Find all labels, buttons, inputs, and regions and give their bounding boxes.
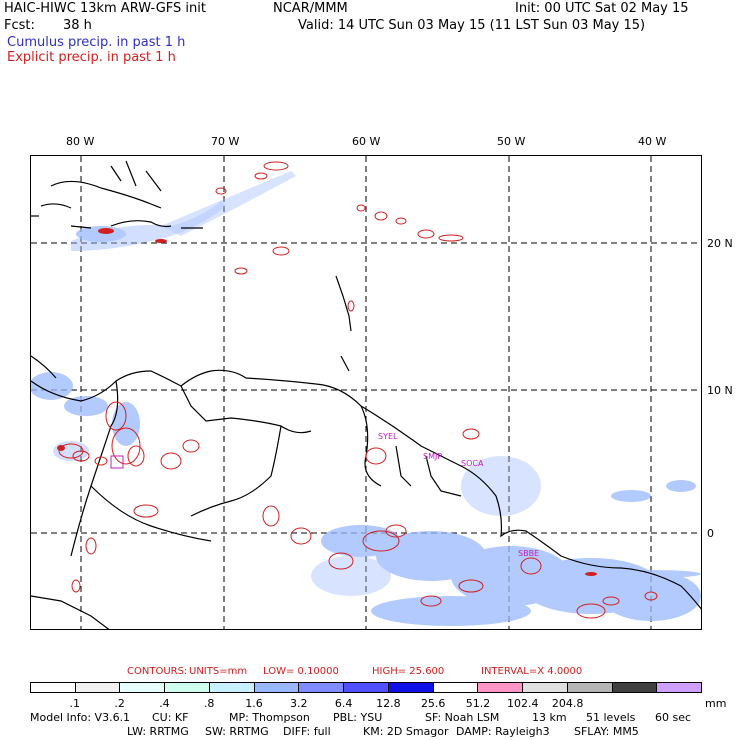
map-canvas: SYEL SMJP SOCA SBBE bbox=[31, 156, 701, 629]
colorbar-swatch bbox=[299, 683, 345, 692]
colorbar-swatch bbox=[165, 683, 210, 692]
model-info-item: KM: 2D Smagor bbox=[363, 725, 449, 738]
lat-label: 0 bbox=[707, 527, 714, 540]
model-info-item: LW: RRTMG bbox=[127, 725, 189, 738]
colorbar-label: 3.2 bbox=[290, 697, 308, 710]
colorbar-label: 12.8 bbox=[376, 697, 401, 710]
coastlines bbox=[31, 160, 701, 629]
field-explicit: Explicit precip. in past 1 h bbox=[7, 50, 176, 65]
contours-interval: INTERVAL=X 4.0000 bbox=[481, 666, 583, 677]
lon-label: 80 W bbox=[66, 135, 95, 148]
cumulus-precip bbox=[31, 171, 701, 626]
colorbar-label: .2 bbox=[114, 697, 125, 710]
model-info-item: Model Info: V3.6.1 bbox=[30, 711, 131, 724]
model-info-item: 60 sec bbox=[655, 711, 692, 724]
colorbar-swatch bbox=[254, 683, 300, 692]
colorbar-swatch bbox=[478, 683, 524, 692]
lon-label: 40 W bbox=[638, 135, 667, 148]
colorbar-swatch bbox=[433, 683, 479, 692]
field-cumulus: Cumulus precip. in past 1 h bbox=[7, 35, 186, 50]
lat-label: 10 N bbox=[707, 384, 733, 397]
station-label: SOCA bbox=[461, 459, 484, 468]
lat-label: 20 N bbox=[707, 237, 733, 250]
colorbar-swatch bbox=[523, 683, 568, 692]
colorbar-swatch bbox=[75, 683, 121, 692]
colorbar-swatch bbox=[120, 683, 166, 692]
colorbar-label: 102.4 bbox=[507, 697, 539, 710]
model-info-item: 51 levels bbox=[586, 711, 636, 724]
colorbar-label: 1.6 bbox=[245, 697, 263, 710]
colorbar-swatch bbox=[657, 683, 702, 692]
colorbar-swatch bbox=[209, 683, 255, 692]
contours-title: CONTOURS: bbox=[127, 666, 188, 677]
lon-label: 50 W bbox=[497, 135, 526, 148]
explicit-precip-heavy bbox=[57, 228, 597, 576]
colorbar-label: 25.6 bbox=[420, 697, 446, 710]
station-label: SYEL bbox=[378, 432, 398, 441]
forecast-hours: 38 h bbox=[63, 18, 92, 33]
colorbar-label: .1 bbox=[69, 697, 81, 710]
colorbar-swatch bbox=[567, 683, 613, 692]
model-info-item: SFLAY: MM5 bbox=[574, 725, 639, 738]
station-label: SBBE bbox=[518, 549, 539, 558]
model-info-item: MP: Thompson bbox=[229, 711, 310, 724]
explicit-precip-contours bbox=[58, 161, 658, 619]
colorbar-unit: mm bbox=[705, 697, 727, 710]
model-info-item: SW: RRTMG bbox=[205, 725, 269, 738]
contours-high: HIGH= 25.600 bbox=[372, 666, 445, 677]
forecast-label: Fcst: bbox=[4, 18, 35, 33]
map-panel: SYEL SMJP SOCA SBBE bbox=[30, 155, 702, 630]
colorbar bbox=[30, 682, 702, 693]
model-title: HAIC-HIWC 13km ARW-GFS init bbox=[4, 1, 206, 16]
model-info-item: DIFF: full bbox=[283, 725, 331, 738]
organization: NCAR/MMM bbox=[273, 1, 348, 16]
stations: SYEL SMJP SOCA SBBE bbox=[110, 432, 539, 558]
colorbar-swatch bbox=[612, 683, 658, 692]
contours-low: LOW= 0.10000 bbox=[263, 666, 339, 677]
model-info-item: DAMP: Rayleigh3 bbox=[456, 725, 550, 738]
colorbar-swatch bbox=[388, 683, 434, 692]
init-time: Init: 00 UTC Sat 02 May 15 bbox=[515, 1, 689, 16]
colorbar-label: 51.2 bbox=[465, 697, 491, 710]
model-info-item: 13 km bbox=[532, 711, 567, 724]
lon-label: 70 W bbox=[211, 135, 240, 148]
model-info-item: CU: KF bbox=[152, 711, 189, 724]
contours-units: UNITS=mm bbox=[189, 666, 248, 677]
colorbar-swatch bbox=[31, 683, 76, 692]
colorbar-label: .4 bbox=[159, 697, 170, 710]
valid-time: Valid: 14 UTC Sun 03 May 15 (11 LST Sun … bbox=[298, 18, 646, 33]
colorbar-label: 204.8 bbox=[551, 697, 584, 710]
model-info-item: PBL: YSU bbox=[333, 711, 383, 724]
lon-label: 60 W bbox=[352, 135, 381, 148]
colorbar-label: 6.4 bbox=[334, 697, 353, 710]
station-label: SMJP bbox=[423, 452, 442, 461]
colorbar-label: .8 bbox=[203, 697, 215, 710]
colorbar-swatch bbox=[344, 683, 389, 692]
model-info-item: SF: Noah LSM bbox=[425, 711, 500, 724]
